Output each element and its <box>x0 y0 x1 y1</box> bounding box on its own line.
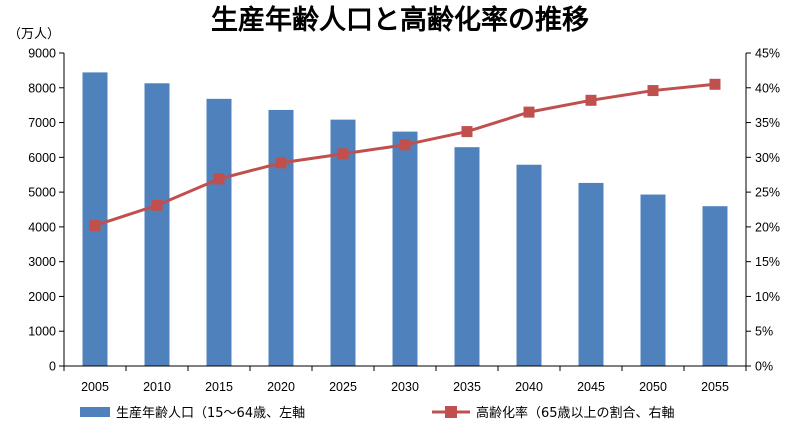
x-tick-label: 2005 <box>81 380 109 394</box>
left-axis-unit: （万人） <box>8 27 60 42</box>
point-2050 <box>647 85 659 97</box>
left-tick-label: 5000 <box>28 186 56 200</box>
right-tick-label: 5% <box>755 325 773 339</box>
point-2045 <box>585 94 597 106</box>
left-tick-label: 1000 <box>28 325 56 339</box>
point-2055 <box>709 78 721 90</box>
legend-line-label: 高齢化率（65歳以上の割合、右軸 <box>476 405 675 421</box>
right-tick-label: 0% <box>755 360 773 374</box>
point-2020 <box>275 157 287 169</box>
x-tick-label: 2040 <box>515 380 543 394</box>
left-tick-label: 6000 <box>28 151 56 165</box>
legend-line-marker <box>445 406 457 418</box>
point-2005 <box>89 219 101 231</box>
x-tick-label: 2010 <box>143 380 171 394</box>
x-tick-label: 2045 <box>577 380 605 394</box>
point-2025 <box>337 148 349 160</box>
x-tick-label: 2030 <box>391 380 419 394</box>
bar-2005 <box>82 72 108 366</box>
line-series <box>89 78 721 231</box>
point-2010 <box>151 199 163 211</box>
left-tick-label: 9000 <box>28 47 56 61</box>
legend: 生産年齢人口（15～64歳、左軸 高齢化率（65歳以上の割合、右軸 <box>80 405 675 421</box>
right-tick-label: 45% <box>755 47 780 61</box>
right-tick-label: 20% <box>755 220 780 234</box>
legend-bar-label: 生産年齢人口（15～64歳、左軸 <box>116 405 305 421</box>
bar-2035 <box>454 147 480 366</box>
right-tick-label: 10% <box>755 290 780 304</box>
right-axis-ticks: 0% 5% 10% 15% 20% 25% 30% 35% 40% 45% <box>746 47 780 374</box>
x-tick-label: 2050 <box>639 380 667 394</box>
x-tick-label: 2025 <box>329 380 357 394</box>
point-2030 <box>399 139 411 151</box>
axes <box>63 53 747 367</box>
right-tick-label: 25% <box>755 186 780 200</box>
legend-bar-swatch <box>80 407 110 417</box>
bar-2050 <box>640 194 666 366</box>
x-tick-label: 2015 <box>205 380 233 394</box>
left-axis-ticks: 0 1000 2000 3000 4000 5000 6000 7000 8000 9000 <box>28 47 64 374</box>
point-2040 <box>523 106 535 118</box>
bar-2030 <box>392 131 418 366</box>
left-tick-label: 0 <box>49 360 56 374</box>
bar-2025 <box>330 119 356 367</box>
bar-2055 <box>702 206 728 366</box>
x-tick-label: 2020 <box>267 380 295 394</box>
left-tick-label: 4000 <box>28 220 56 234</box>
left-tick-label: 2000 <box>28 290 56 304</box>
point-2035 <box>461 126 473 138</box>
right-tick-label: 35% <box>755 116 780 130</box>
left-tick-label: 7000 <box>28 116 56 130</box>
left-tick-label: 3000 <box>28 255 56 269</box>
x-tick-label: 2035 <box>453 380 481 394</box>
bar-2045 <box>578 182 604 366</box>
bar-2010 <box>144 83 170 366</box>
right-tick-label: 15% <box>755 255 780 269</box>
right-tick-label: 40% <box>755 81 780 95</box>
bar-2015 <box>206 98 232 367</box>
x-tick-label: 2055 <box>701 380 729 394</box>
bar-series <box>82 72 728 367</box>
point-2015 <box>213 173 225 185</box>
chart-title: 生産年齢人口と高齢化率の推移 <box>211 4 589 36</box>
left-tick-label: 8000 <box>28 81 56 95</box>
bar-2020 <box>268 109 294 367</box>
bar-2040 <box>516 164 542 366</box>
x-axis-ticks: 2005 2010 2015 2020 2025 2030 2035 2040 2045 2050… <box>63 366 747 394</box>
right-tick-label: 30% <box>755 151 780 165</box>
